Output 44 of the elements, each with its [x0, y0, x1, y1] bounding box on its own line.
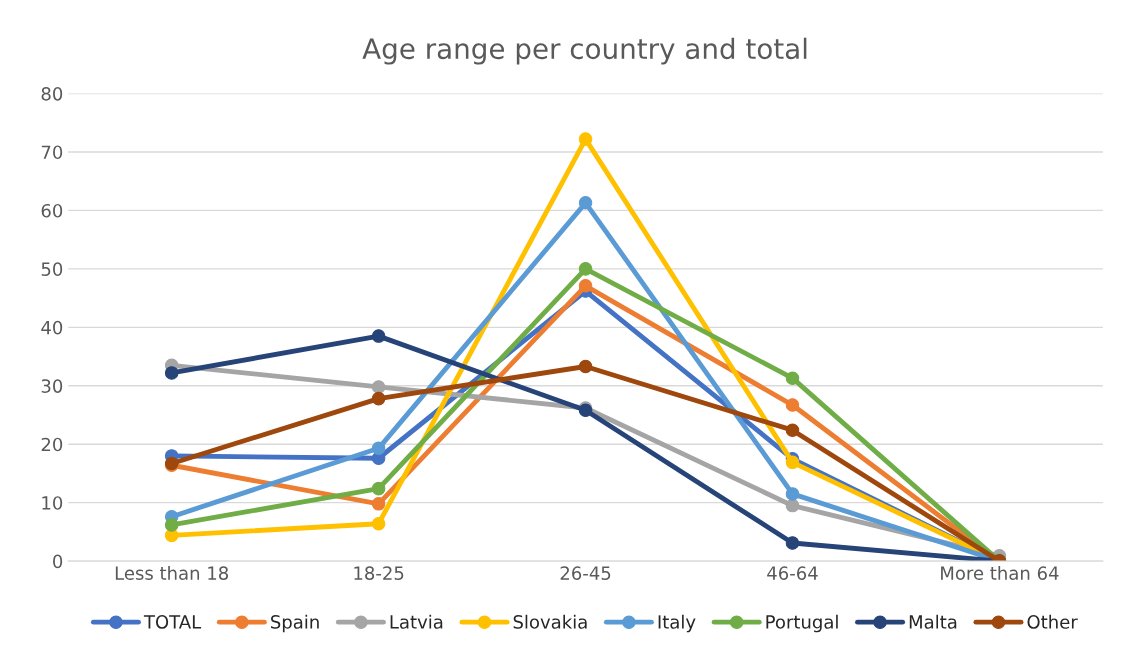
- point: [371, 481, 386, 496]
- x-tick-label: 18-25: [354, 566, 404, 580]
- y-tick-label: 20: [41, 437, 63, 452]
- point: [785, 455, 800, 470]
- x-tick-label: More than 64: [941, 565, 1059, 580]
- legend-label: Malta: [909, 614, 957, 629]
- point: [785, 371, 800, 385]
- point: [164, 366, 179, 380]
- chart-title: Age range per country and total: [362, 37, 807, 65]
- point: [371, 516, 386, 531]
- x-tick-label: Less than 18: [115, 565, 229, 580]
- point: [578, 359, 593, 374]
- legend-label: Spain: [271, 614, 319, 633]
- point: [785, 487, 800, 501]
- y-tick-label: 30: [41, 379, 63, 393]
- legend-label: TOTAL: [143, 615, 202, 629]
- y-tick-label: 10: [42, 496, 63, 510]
- point: [371, 441, 386, 456]
- y-tick-label: 50: [41, 262, 63, 276]
- point: [371, 391, 386, 406]
- x-tick-label: 26-45: [560, 566, 611, 580]
- y-tick-label: 60: [41, 203, 63, 218]
- point: [578, 196, 593, 210]
- point: [164, 518, 179, 532]
- x-tick-label: 46-64: [767, 566, 818, 580]
- legend-label: Latvia: [390, 614, 443, 629]
- legend-label: Portugal: [766, 614, 838, 633]
- y-tick-label: 0: [53, 554, 63, 569]
- legend-label: Italy: [658, 614, 696, 633]
- point: [578, 279, 593, 293]
- y-tick-label: 70: [41, 145, 63, 160]
- legend-label: Slovakia: [513, 614, 587, 629]
- point: [785, 423, 800, 437]
- point: [578, 132, 593, 146]
- y-tick-label: 80: [41, 86, 63, 101]
- point: [785, 398, 800, 412]
- y-tick-label: 40: [41, 320, 63, 335]
- point: [578, 262, 593, 276]
- point: [785, 536, 800, 550]
- point: [371, 329, 386, 343]
- point: [371, 497, 386, 511]
- point: [371, 380, 386, 394]
- point: [785, 498, 800, 513]
- legend-label: Other: [1027, 614, 1078, 629]
